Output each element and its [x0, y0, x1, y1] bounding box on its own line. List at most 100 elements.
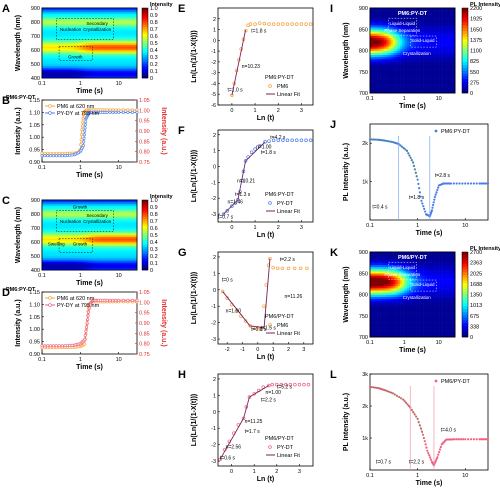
heatmap-cell [133, 228, 136, 231]
heatmap-cell [45, 236, 49, 239]
heatmap-cell [97, 9, 100, 12]
heatmap-cell [135, 48, 138, 51]
heatmap-cell [91, 20, 94, 23]
colorbar-cell [142, 8, 148, 11]
heatmap-cell [95, 51, 98, 54]
colorbar-tick-label: 0 [150, 268, 153, 274]
heatmap-cell [69, 27, 72, 30]
heatmap-cell [65, 53, 69, 56]
heatmap-cell [83, 266, 86, 269]
heatmap-cell [89, 203, 92, 206]
heatmap-cell [51, 257, 55, 260]
heatmap-cell [125, 259, 128, 262]
heatmap-cell [97, 15, 100, 18]
heatmap-cell [93, 228, 96, 231]
heatmap-cell [385, 90, 389, 94]
y-right-tick-label: 0.90 [139, 321, 150, 327]
heatmap-cell [83, 15, 86, 18]
heatmap-cell [83, 210, 86, 213]
heatmap-cell [63, 243, 67, 246]
heatmap-cell [51, 67, 55, 70]
heatmap-cell [384, 78, 387, 81]
heatmap-cell [71, 226, 74, 229]
heatmap-cell [83, 245, 86, 248]
y-axis-label: Wavelength (nm) [15, 207, 22, 263]
heatmap-cell [387, 84, 390, 87]
heatmap-cell [101, 62, 104, 65]
heatmap-cell [117, 48, 120, 51]
heatmap-cell [115, 71, 118, 74]
heatmap-cell [47, 20, 51, 23]
heatmap-cell [387, 33, 390, 36]
heatmap-cell [95, 264, 98, 267]
heatmap-cell [109, 65, 112, 68]
heatmap-cell [95, 71, 98, 74]
heatmap-cell [131, 64, 134, 67]
heatmap-cell [65, 22, 69, 25]
heatmap-cell [51, 57, 55, 60]
heatmap-cell [49, 254, 53, 257]
heatmap-cell [49, 266, 53, 269]
heatmap-cell [97, 50, 100, 53]
heatmap-cell [55, 229, 59, 232]
heatmap-cell [53, 11, 57, 14]
heatmap-cell [385, 63, 389, 66]
heatmap-cell [119, 224, 122, 227]
heatmap-cell [55, 231, 59, 234]
heatmap-cell [385, 44, 389, 47]
heatmap-cell [387, 71, 390, 75]
heatmap-cell [47, 231, 51, 234]
heatmap-cell [95, 268, 98, 271]
heatmap-cell [115, 268, 118, 271]
heatmap-cell [93, 34, 96, 37]
heatmap-cell [75, 62, 78, 65]
heatmap-cell [89, 217, 92, 220]
heatmap-cell [47, 44, 51, 47]
heatmap-cell [42, 256, 45, 259]
heatmap-cell [119, 29, 122, 32]
heatmap-cell [385, 59, 389, 62]
heatmap-cell [121, 231, 124, 234]
heatmap-cell [375, 25, 378, 28]
heatmap-cell [77, 228, 80, 231]
heatmap-cell [42, 259, 45, 262]
heatmap-cell [375, 48, 378, 51]
heatmap-cell [91, 201, 94, 204]
heatmap-cell [129, 62, 132, 65]
heatmap-cell [51, 266, 55, 269]
heatmap-cell [371, 44, 374, 47]
heatmap-cell [119, 207, 122, 210]
heatmap-cell [81, 201, 84, 204]
heatmap-cell [117, 247, 120, 250]
heatmap-cell [63, 64, 67, 67]
data-point [111, 110, 115, 114]
heatmap-cell [45, 51, 49, 54]
heatmap-cell [109, 266, 112, 269]
heatmap-cell [71, 235, 74, 238]
heatmap-cell [47, 11, 51, 14]
heatmap-cell [91, 65, 94, 68]
heatmap-cell [79, 205, 82, 208]
heatmap-cell [87, 222, 90, 225]
heatmap-cell [129, 46, 132, 49]
heatmap-cell [79, 20, 82, 23]
heatmap-cell [382, 27, 385, 30]
x-tick-label: 0.1 [38, 357, 46, 363]
heatmap-cell [95, 34, 98, 37]
heatmap-cell [97, 263, 100, 266]
heatmap-cell [103, 11, 106, 14]
heatmap-cell [93, 50, 96, 53]
heatmap-cell [57, 39, 61, 42]
heatmap-cell [115, 9, 118, 12]
heatmap-cell [129, 11, 132, 14]
heatmap-cell [131, 11, 134, 14]
heatmap-cell [45, 39, 49, 42]
x-tick-label: 0.1 [38, 273, 46, 279]
heatmap-cell [69, 233, 72, 236]
heatmap-cell [77, 20, 80, 23]
heatmap-cell [133, 46, 136, 49]
legend-marker [268, 201, 272, 205]
data-point [82, 133, 86, 137]
heatmap-cell [373, 14, 376, 17]
